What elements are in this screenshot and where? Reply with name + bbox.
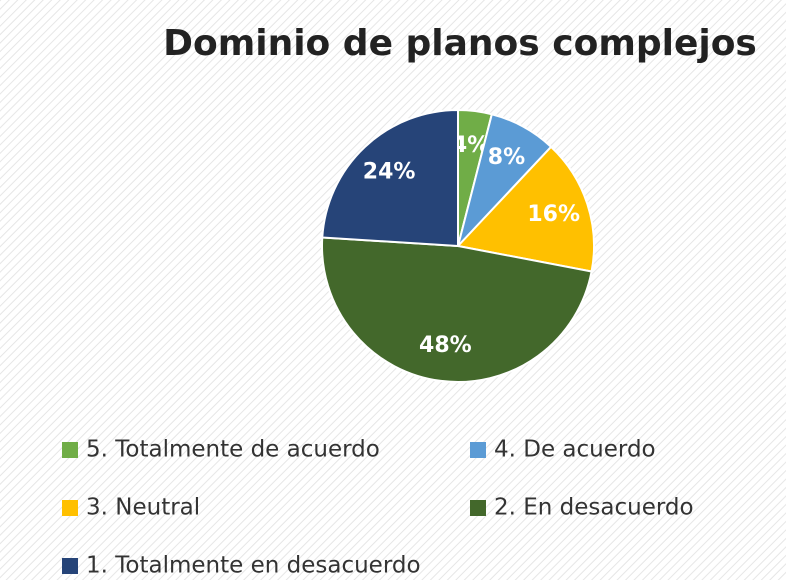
- legend-marker: [470, 442, 486, 458]
- legend-label: 1. Totalmente en desacuerdo: [86, 553, 421, 579]
- legend-marker: [62, 442, 78, 458]
- chart-title: Dominio de planos complejos: [163, 23, 757, 64]
- legend-marker: [62, 558, 78, 574]
- slice-label: 16%: [527, 202, 580, 227]
- slice-label: 24%: [363, 160, 416, 185]
- legend-label: 5. Totalmente de acuerdo: [86, 437, 380, 463]
- slice-label: 48%: [419, 333, 472, 358]
- slice-label: 8%: [488, 145, 525, 170]
- legend-label: 3. Neutral: [86, 495, 200, 521]
- pie-slice: [456, 145, 595, 273]
- legend-marker: [470, 500, 486, 516]
- legend-label: 2. En desacuerdo: [494, 495, 694, 521]
- legend-label: 4. De acuerdo: [494, 437, 656, 463]
- pie-slice: [321, 108, 459, 248]
- legend-marker: [62, 500, 78, 516]
- pie-slice: [321, 236, 593, 383]
